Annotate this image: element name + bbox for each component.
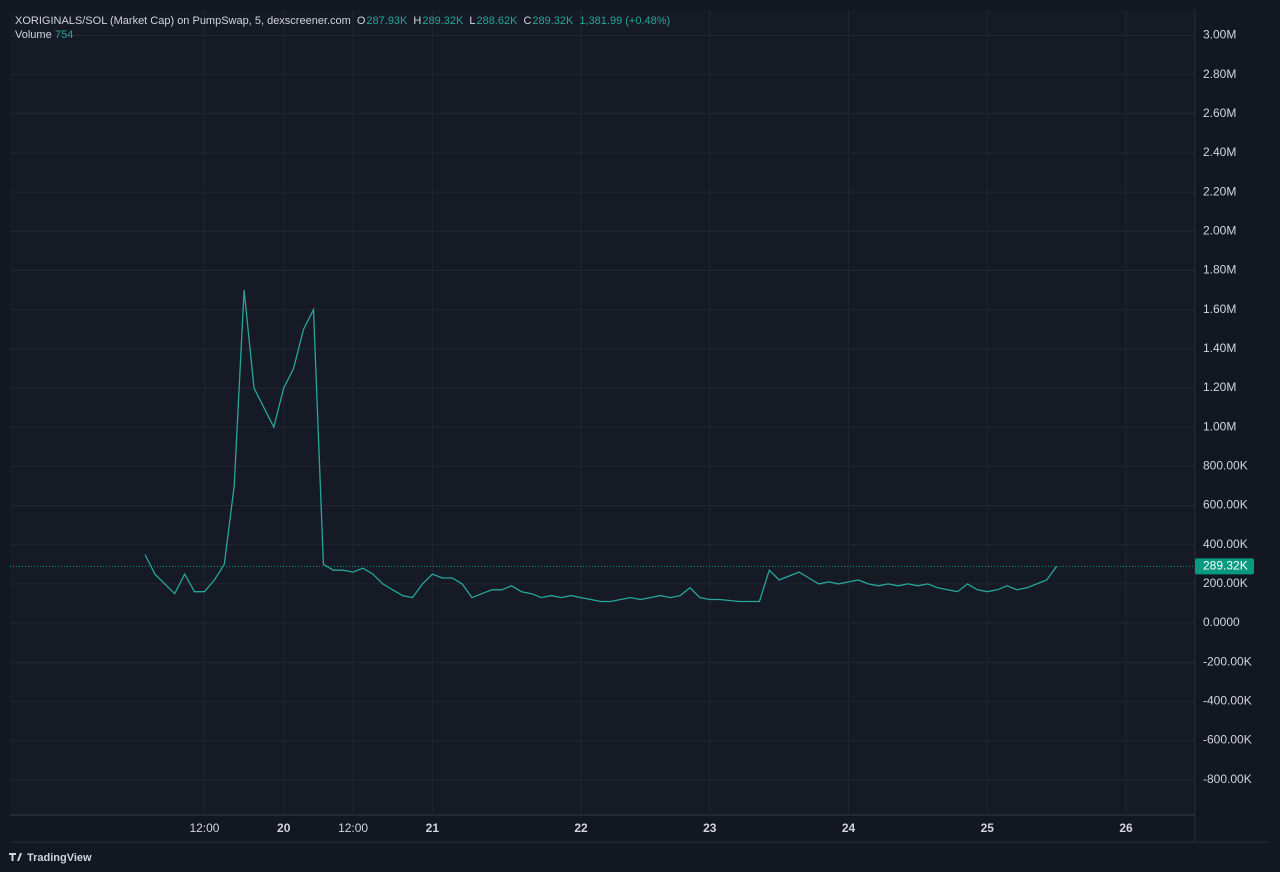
brand-logo [9,853,22,861]
ohlc-value: 289.32K [422,15,464,27]
y-tick-label: 2.80M [1203,67,1236,81]
x-tick-label: 20 [277,821,291,835]
ohlc-key: H [413,15,421,27]
legend-header: XORIGINALS/SOL (Market Cap) on PumpSwap,… [15,15,351,41]
chart-title: XORIGINALS/SOL (Market Cap) on PumpSwap,… [15,15,351,27]
y-tick-label: 1.80M [1203,263,1236,277]
labels: -800.00K -600.00K -400.00K -200.00K 0.0000 20… [189,28,1254,835]
plot-area [10,10,1195,815]
y-tick-label: 0.0000 [1203,615,1240,629]
y-tick-label: 400.00K [1203,537,1248,551]
y-tick-label: 800.00K [1203,459,1248,473]
y-tick-label: 3.00M [1203,28,1236,42]
ohlc-key: O [357,15,366,27]
y-tick-label: 200.00K [1203,576,1248,590]
ohlc-key: L [469,15,475,27]
change: 1,381.99 (+0.48%) [579,15,670,27]
x-tick-label: 24 [842,821,856,835]
grid [10,10,1195,815]
y-tick-label: 1.20M [1203,380,1236,394]
x-tick-label: 23 [703,821,717,835]
price-line [144,290,1058,603]
last-price-label: 289.32K [1203,559,1248,573]
ohlc-key: C [523,15,531,27]
y-tick-label: -200.00K [1203,654,1252,668]
x-tick-label: 25 [981,821,995,835]
y-tick-label: 1.60M [1203,302,1236,316]
x-tick-label: 12:00 [338,821,368,835]
x-tick-label: 12:00 [189,821,219,835]
volume-name: Volume [15,29,52,41]
x-tick-label: 22 [574,821,588,835]
marks [10,290,1195,603]
y-tick-label: -400.00K [1203,694,1252,708]
y-tick-label: 1.40M [1203,341,1236,355]
brand: TradingView [9,852,92,864]
last-price-box [1195,558,1254,575]
volume-value: 754 [55,29,73,41]
ohlc-value: 289.32K [532,15,574,27]
y-tick-label: 2.40M [1203,145,1236,159]
x-tick-label: 26 [1119,821,1133,835]
y-tick-label: 2.60M [1203,106,1236,120]
y-tick-label: -600.00K [1203,733,1252,747]
ohlc-value: 288.62K [476,15,518,27]
y-tick-label: -800.00K [1203,772,1252,786]
y-tick-label: 1.00M [1203,419,1236,433]
y-tick-label: 2.20M [1203,184,1236,198]
ohlc-value: 287.93K [366,15,408,27]
y-tick-label: 600.00K [1203,498,1248,512]
y-tick-label: 2.00M [1203,223,1236,237]
x-tick-label: 21 [426,821,440,835]
brand-name: TradingView [27,852,92,864]
